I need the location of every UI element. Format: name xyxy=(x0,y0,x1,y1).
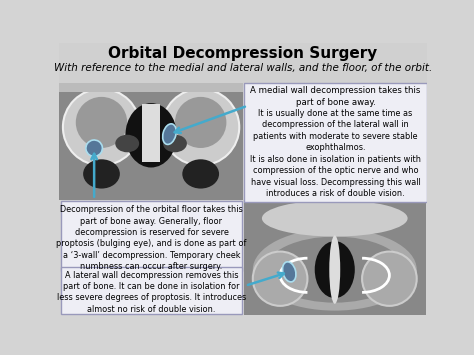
Ellipse shape xyxy=(262,200,408,236)
Ellipse shape xyxy=(329,235,340,304)
Ellipse shape xyxy=(83,159,120,189)
Ellipse shape xyxy=(315,241,355,298)
Ellipse shape xyxy=(115,135,139,152)
Circle shape xyxy=(63,89,140,165)
Text: Orbital Decompression Surgery: Orbital Decompression Surgery xyxy=(108,46,378,61)
Bar xyxy=(142,104,160,162)
Ellipse shape xyxy=(163,135,187,152)
Circle shape xyxy=(162,89,239,165)
Circle shape xyxy=(362,252,417,306)
Ellipse shape xyxy=(86,140,102,156)
Text: With reference to the medial and lateral walls, and the floor, of the orbit.: With reference to the medial and lateral… xyxy=(54,62,432,73)
Ellipse shape xyxy=(182,159,219,189)
Circle shape xyxy=(253,252,308,306)
Text: A medial wall decompression takes this
part of bone away.: A medial wall decompression takes this p… xyxy=(250,87,421,106)
Ellipse shape xyxy=(163,124,176,144)
FancyBboxPatch shape xyxy=(245,83,427,202)
Circle shape xyxy=(76,97,127,148)
Ellipse shape xyxy=(283,262,296,282)
Bar xyxy=(59,83,243,200)
Ellipse shape xyxy=(125,103,177,168)
Bar xyxy=(59,83,243,92)
Text: A lateral wall decompression removes this
part of bone. It can be done in isolat: A lateral wall decompression removes thi… xyxy=(57,271,246,314)
Bar xyxy=(244,201,426,315)
Bar xyxy=(59,43,427,83)
FancyBboxPatch shape xyxy=(61,267,242,315)
Ellipse shape xyxy=(253,229,417,311)
FancyBboxPatch shape xyxy=(61,201,242,271)
Ellipse shape xyxy=(265,236,404,303)
Text: It is usually done at the same time as
decompression of the lateral wall in
pati: It is usually done at the same time as d… xyxy=(250,109,421,198)
Circle shape xyxy=(175,97,227,148)
Text: Decompression of the orbital floor takes this
part of bone away. Generally, floo: Decompression of the orbital floor takes… xyxy=(56,205,246,271)
